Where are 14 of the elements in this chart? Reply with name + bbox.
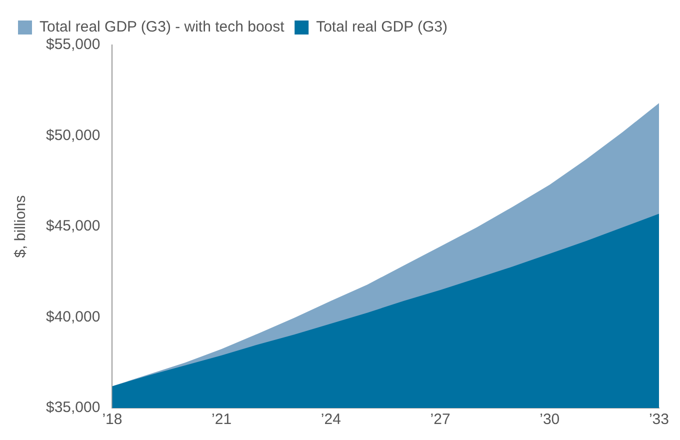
legend-label: Total real GDP (G3) - with tech boost [40,18,286,36]
x-tick-label: ’21 [212,411,232,428]
x-tick-label: ’24 [320,411,341,428]
y-tick-label: $50,000 [46,126,100,144]
y-tick-label: $40,000 [46,308,100,326]
x-tick-label: ’30 [540,411,560,428]
legend-label: Total real GDP (G3) [316,18,448,36]
y-tick-label: $55,000 [46,36,100,54]
x-tick-label: ’27 [430,411,450,428]
x-tick-label: ’18 [102,411,122,428]
y-axis-title: $, billions [12,195,30,258]
x-tick-label: ’33 [648,411,670,428]
y-tick-label: $45,000 [46,218,100,235]
y-tick-label: $35,000 [46,399,100,416]
